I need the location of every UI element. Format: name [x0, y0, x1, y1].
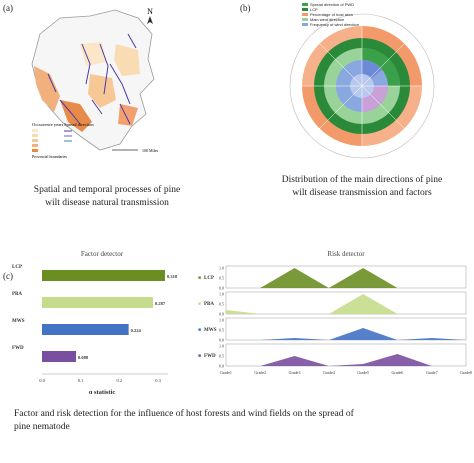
series-label: MWS [204, 328, 217, 333]
series-marker: ■ [198, 302, 201, 307]
bar-pba [42, 297, 153, 308]
panel-a-caption: Spatial and temporal processes of pine w… [33, 185, 181, 208]
y-tick-label: 1.0 [219, 318, 224, 323]
legend-item: Frequency of wind direction [302, 22, 359, 27]
spread-direction-lines [47, 33, 137, 125]
legend-item: Spread direction of PWD [302, 2, 359, 7]
area-mws [226, 328, 466, 340]
x-tick-label: Grade3 [289, 370, 301, 375]
compass-label: N [147, 7, 153, 16]
y-tick-label: 1.0 [219, 266, 224, 271]
series-marker: ■ [198, 276, 201, 281]
provincial-boundaries-label: Provincial boundaries [32, 154, 67, 159]
y-tick-label: 1.0 [219, 292, 224, 297]
value-label: 0.287 [155, 301, 166, 306]
tick-label: 0.3 [155, 378, 161, 383]
occurrence-region-5 [80, 42, 106, 66]
occurrence-years-title: Occurrence years [32, 122, 64, 127]
series-marker: ■ [198, 328, 201, 333]
area-pba [226, 294, 466, 314]
x-tick-label: Grade6 [392, 370, 404, 375]
tick-label: 0.0 [39, 378, 45, 383]
area-fwd [226, 354, 466, 366]
panel-a-label: (a) [3, 3, 13, 13]
y-tick-label: 0.5 [219, 276, 224, 281]
occurrence-region-1 [34, 66, 60, 112]
series-label: FWD [204, 354, 216, 359]
legend-item: LCP [302, 7, 359, 12]
y-tick-label: 0.0 [219, 312, 224, 317]
panel-b-caption: Distribution of the main directions of p… [281, 175, 443, 198]
y-tick-label: 0.0 [219, 364, 224, 369]
compass-arrow-icon [147, 16, 153, 24]
occurrence-region-4 [114, 44, 140, 76]
x-tick-label: Grade7 [426, 370, 438, 375]
x-tick-label: Grade4 [323, 370, 335, 375]
factor-detector-chart: Factor detector LCP 0.318 PBA 0.287 MWS 0.224 F… [12, 250, 178, 394]
area-lcp [226, 268, 466, 288]
scale-text: 100 Miles [142, 148, 159, 153]
y-tick-label: 1.0 [219, 344, 224, 349]
category-label: MWS [12, 319, 25, 324]
panel-b-label: (b) [240, 3, 251, 13]
bar-lcp [42, 270, 165, 281]
x-tick-label: Grade1 [220, 370, 232, 375]
y-tick-label: 0.5 [219, 328, 224, 333]
occurrence-region-2 [60, 100, 92, 132]
value-label: 0.088 [78, 355, 89, 360]
x-axis-label: q statistic [89, 389, 116, 394]
direction-radial-chart [289, 13, 435, 159]
legend-item: Percentage of host area [302, 12, 359, 17]
series-label: PBA [204, 302, 214, 307]
series-marker: ■ [198, 354, 201, 359]
panel-frame [225, 343, 467, 367]
tick-label: 0.2 [117, 378, 123, 383]
factor-chart-title: Factor detector [81, 250, 124, 258]
category-label: LCP [12, 265, 22, 270]
x-tick-label: Grade2 [254, 370, 266, 375]
occurrence-region-3 [88, 74, 116, 108]
category-label: PBA [12, 292, 22, 297]
risk-chart-title: Risk detector [327, 250, 365, 258]
y-tick-label: 0.0 [219, 338, 224, 343]
bar-fwd [42, 351, 77, 362]
y-tick-label: 0.5 [219, 354, 224, 359]
value-label: 0.318 [167, 274, 178, 279]
value-label: 0.224 [131, 328, 142, 333]
tick-label: 0.1 [78, 378, 84, 383]
legend-item: Main wind direction [302, 17, 359, 22]
panel-c-label: (c) [3, 271, 13, 281]
y-tick-label: 0.5 [219, 302, 224, 307]
spread-direction-title: Spread direction [64, 122, 94, 127]
y-tick-label: 0.0 [219, 286, 224, 291]
series-label: LCP [204, 276, 214, 281]
bar-mws [42, 324, 129, 335]
disease-spread-map: N Occurrence years Spread direction Prov… [31, 7, 159, 159]
panel-c-caption: Factor and risk detection for the influe… [14, 409, 354, 432]
x-tick-label: Grade5 [357, 370, 369, 375]
category-label: FWD [12, 346, 24, 351]
x-tick-label: Grade8 [460, 370, 472, 375]
radial-legend: Spread direction of PWD LCP Percentage o… [302, 2, 359, 27]
